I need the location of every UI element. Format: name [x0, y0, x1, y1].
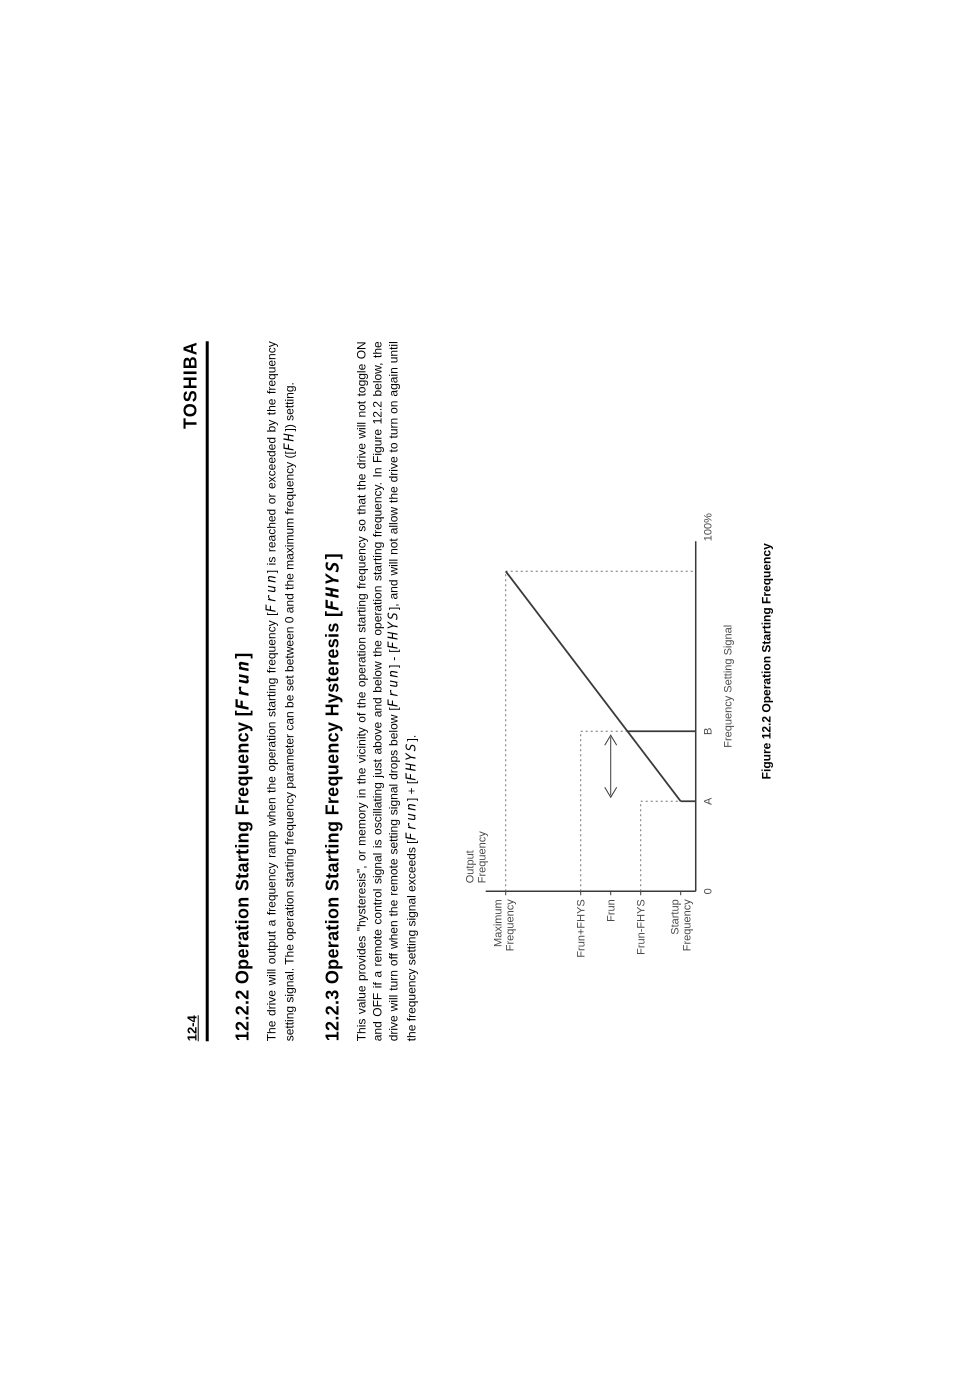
body-param-2b: FHYS [387, 610, 402, 649]
body-param-1a: Frun [265, 573, 280, 612]
heading-prefix-1: 12.2.2 Operation Starting Frequency [ [233, 710, 253, 1041]
body-text-2b: ] - [ [387, 649, 401, 668]
section-heading-1: 12.2.2 Operation Starting Frequency [Fru… [233, 341, 254, 1041]
svg-text:Maximum: Maximum [492, 899, 504, 947]
hysteresis-diagram: OutputFrequencyMaximumFrequencyFrun+FHYS… [445, 481, 745, 981]
svg-text:100%: 100% [702, 513, 714, 541]
heading-param-2: FHYS [323, 559, 344, 610]
section-heading-2: 12.2.3 Operation Starting Frequency Hyst… [323, 341, 344, 1041]
body-param-2a: Frun [387, 668, 402, 707]
svg-text:Frun+FHYS: Frun+FHYS [575, 899, 587, 957]
svg-text:A: A [702, 797, 714, 805]
body-param-2c: Frun [405, 801, 420, 840]
heading-param-1: Frun [233, 658, 254, 709]
svg-text:B: B [702, 727, 714, 734]
svg-text:0: 0 [702, 888, 714, 894]
svg-text:Startup: Startup [669, 899, 681, 934]
body-text-1a: The drive will output a frequency ramp w… [265, 612, 279, 1041]
section-body-1: The drive will output a frequency ramp w… [264, 341, 299, 1041]
svg-text:Frequency: Frequency [476, 831, 488, 883]
body-text-2d: ] + [ [405, 781, 419, 801]
svg-text:Frun-FHYS: Frun-FHYS [635, 899, 647, 955]
body-text-1c: ]) setting. [282, 382, 296, 431]
brand-logo: TOSHIBA [181, 341, 202, 429]
body-text-2e: ]. [405, 735, 419, 742]
svg-text:Frun: Frun [605, 899, 617, 922]
heading-suffix-1: ] [233, 652, 253, 658]
heading-prefix-2: 12.2.3 Operation Starting Frequency Hyst… [323, 610, 343, 1041]
svg-text:Output: Output [464, 850, 476, 883]
svg-text:Frequency Setting Signal: Frequency Setting Signal [722, 625, 734, 748]
section-body-2: This value provides "hysteresis", or mem… [354, 341, 421, 1041]
heading-suffix-2: ] [323, 553, 343, 559]
page-number: 12-4 [185, 1015, 200, 1041]
figure-12-2: OutputFrequencyMaximumFrequencyFrun+FHYS… [445, 341, 773, 981]
page-header: 12-4 TOSHIBA [181, 341, 209, 1041]
page-container: 12-4 TOSHIBA 12.2.2 Operation Starting F… [181, 341, 774, 1041]
figure-caption: Figure 12.2 Operation Starting Frequency [759, 341, 773, 981]
body-param-1b: FH [282, 431, 297, 451]
svg-text:Frequency: Frequency [681, 899, 693, 951]
body-param-2d: FHYS [405, 741, 420, 780]
svg-text:Frequency: Frequency [504, 899, 516, 951]
